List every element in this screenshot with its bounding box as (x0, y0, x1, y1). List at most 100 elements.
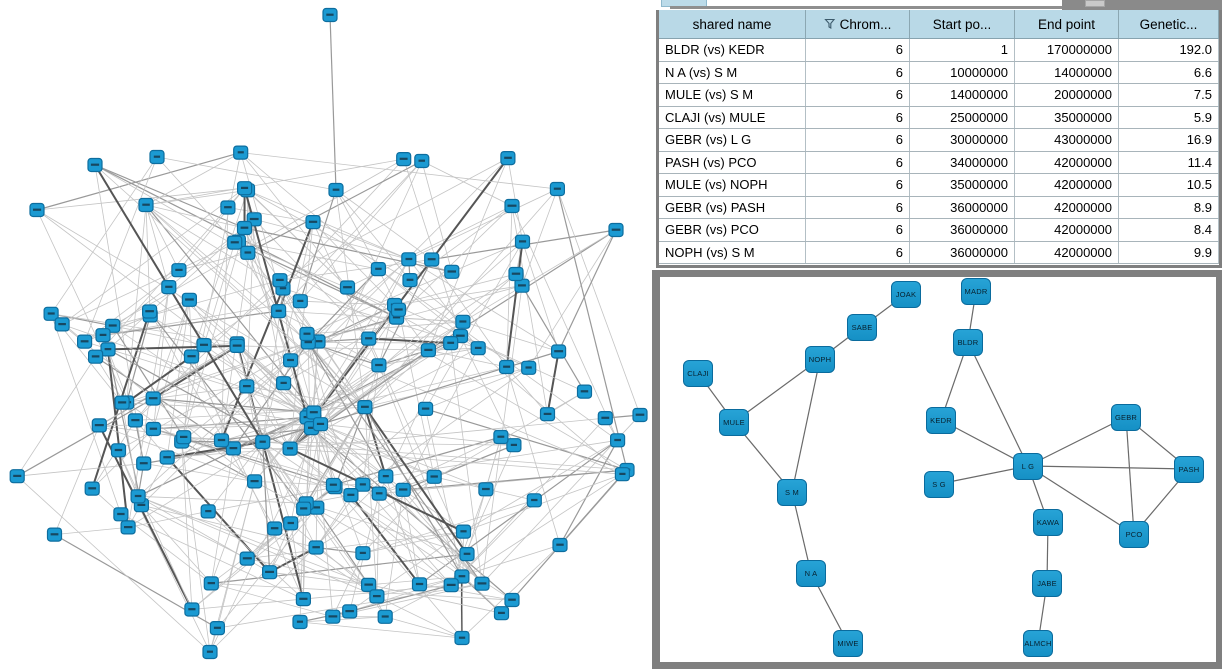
network-node[interactable] (145, 421, 161, 437)
network-edge[interactable] (546, 351, 560, 415)
network-node[interactable] (220, 200, 236, 215)
network-edge[interactable] (240, 152, 379, 270)
network-node[interactable] (308, 540, 324, 555)
network-node[interactable] (402, 273, 418, 288)
network-edge[interactable] (317, 268, 379, 342)
cell-genetic[interactable]: 6.6 (1119, 61, 1219, 83)
network-node[interactable] (95, 328, 111, 343)
network-edge[interactable] (299, 160, 423, 302)
network-edge[interactable] (149, 311, 276, 529)
network-edge[interactable] (320, 304, 395, 425)
large-network-view[interactable] (0, 0, 655, 669)
column-header-end-point[interactable]: End point (1015, 10, 1119, 38)
network-node[interactable] (342, 604, 358, 619)
network-edge[interactable] (329, 14, 337, 191)
network-edge[interactable] (262, 441, 628, 471)
network-node[interactable] (213, 433, 230, 448)
network-edge[interactable] (99, 425, 255, 482)
network-node[interactable]: MIWE (833, 629, 863, 657)
network-node[interactable] (255, 434, 271, 450)
network-edge[interactable] (313, 335, 461, 414)
cell-genetic[interactable]: 5.9 (1119, 106, 1219, 128)
network-edge[interactable] (335, 189, 379, 270)
network-node[interactable]: ALMCH (1023, 629, 1053, 657)
network-node[interactable] (283, 353, 299, 368)
network-edge[interactable] (16, 397, 154, 477)
network-edge[interactable] (278, 310, 366, 408)
network-node[interactable] (247, 474, 263, 489)
network-edge[interactable] (191, 584, 452, 610)
network-edge[interactable] (279, 157, 509, 281)
network-node[interactable] (369, 589, 385, 604)
network-edge[interactable] (332, 553, 364, 617)
cell-end-point[interactable]: 35000000 (1015, 106, 1119, 128)
network-node[interactable]: BLDR (953, 328, 983, 356)
network-node[interactable] (418, 401, 434, 416)
network-node[interactable] (550, 344, 567, 359)
network-edge[interactable] (364, 407, 378, 597)
cell-genetic[interactable]: 7.5 (1119, 84, 1219, 106)
network-edge[interactable] (99, 343, 238, 426)
network-node[interactable] (227, 235, 243, 250)
network-edge[interactable] (240, 152, 558, 190)
table-row[interactable]: GEBR (vs) PCO 6 36000000 42000000 8.4 (659, 219, 1219, 242)
network-edge[interactable] (364, 367, 529, 408)
cell-genetic[interactable]: 10.5 (1119, 174, 1219, 196)
network-node[interactable] (262, 565, 278, 580)
network-edge[interactable] (145, 204, 245, 229)
network-edge[interactable] (262, 441, 378, 597)
network-edge[interactable] (290, 417, 606, 449)
network-node[interactable] (355, 477, 371, 492)
network-edge[interactable] (269, 406, 366, 573)
network-edge[interactable] (402, 489, 483, 584)
network-edge[interactable] (203, 242, 236, 346)
network-edge[interactable] (247, 531, 464, 559)
network-edge[interactable] (394, 304, 585, 392)
network-node[interactable] (306, 405, 322, 420)
cell-start-position[interactable]: 30000000 (910, 129, 1015, 151)
network-node[interactable]: L G (1013, 452, 1043, 480)
network-edge[interactable] (238, 241, 399, 311)
network-node[interactable] (282, 441, 298, 456)
network-edge[interactable] (290, 448, 623, 475)
subnetwork-canvas[interactable]: JOAK SABE NOPH CLAJI MULE S M N A MIWE M… (660, 277, 1216, 662)
network-edge[interactable] (244, 227, 279, 312)
network-edge[interactable] (505, 241, 524, 368)
cell-shared-name[interactable]: MULE (vs) S M (659, 84, 806, 106)
network-edge[interactable] (364, 273, 517, 408)
network-node[interactable] (233, 145, 249, 160)
network-edge[interactable] (127, 457, 168, 528)
network-edge[interactable] (254, 218, 409, 260)
network-node[interactable] (357, 400, 373, 415)
network-edge[interactable] (511, 473, 623, 601)
network-edge[interactable] (112, 325, 291, 449)
network-edge[interactable] (262, 441, 271, 573)
network-node[interactable] (136, 456, 152, 471)
network-edge[interactable] (308, 258, 410, 343)
network-edge[interactable] (315, 494, 352, 548)
network-edge[interactable] (247, 160, 423, 254)
network-edge[interactable] (1027, 465, 1135, 535)
network-edge[interactable] (141, 504, 212, 584)
network-edge[interactable] (425, 408, 463, 577)
network-edge[interactable] (311, 427, 435, 478)
network-node[interactable] (91, 418, 107, 433)
network-node[interactable] (276, 376, 292, 391)
network-edge[interactable] (368, 337, 451, 345)
network-node[interactable] (305, 215, 321, 230)
network-edge[interactable] (16, 475, 211, 653)
network-node[interactable] (426, 469, 442, 484)
cell-start-position[interactable]: 35000000 (910, 174, 1015, 196)
network-node[interactable] (355, 546, 371, 561)
network-edge[interactable] (134, 420, 145, 464)
network-node[interactable] (443, 336, 459, 351)
network-edge[interactable] (137, 495, 369, 586)
network-node[interactable] (514, 234, 531, 249)
network-node[interactable] (312, 417, 329, 432)
network-node[interactable] (202, 644, 218, 660)
network-edge[interactable] (316, 424, 321, 508)
network-edge[interactable] (428, 349, 507, 368)
network-edge[interactable] (107, 344, 238, 351)
network-edge[interactable] (312, 221, 395, 306)
network-node[interactable] (149, 149, 165, 165)
